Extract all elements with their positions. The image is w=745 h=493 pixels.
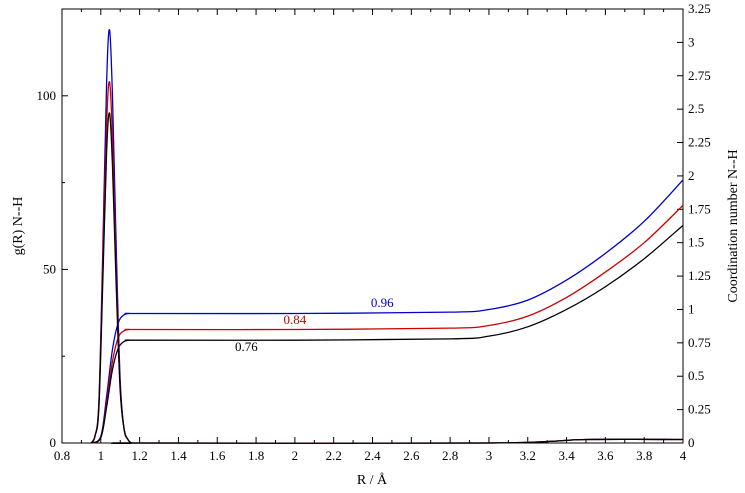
x-tick-label: 2.4 [364,448,381,463]
x-tick-label: 2 [292,448,299,463]
y-right-tick-label: 0 [688,435,695,450]
y-right-tick-label: 2 [688,168,695,183]
x-axis-title: R / Å [357,472,388,488]
cn-series-line-0.84 [90,204,684,444]
y-right-tick-label: 1.75 [688,201,711,216]
x-tick-label: 2.6 [403,448,420,463]
gr-series-line-1 [90,81,684,444]
x-tick-label: 2.8 [442,448,458,463]
annotations: 0.96 0.84 0.76 [235,295,394,354]
series-layer [90,29,684,444]
gr-series-line-0 [90,29,684,444]
y-right-tick-label: 0.75 [688,335,711,350]
y-right-tick-label: 0.25 [688,402,711,417]
plot-frame [61,8,684,444]
x-tick-label: 3.8 [636,448,652,463]
y-left-tick-label: 100 [37,88,57,103]
y-right-tick-label: 3 [688,34,695,49]
cn-series-line-0.76 [90,224,684,444]
y-right-tick-label: 2.25 [688,135,711,150]
x-tick-label: 3 [486,448,493,463]
x-tick-label: 2.2 [326,448,342,463]
y-right-tick-label: 3.25 [688,1,711,16]
series-annotation: 0.84 [284,312,307,327]
y-axis-left-title: g(R) N--H [11,197,26,256]
cn-series-line-0.96 [90,179,684,444]
x-tick-label: 1.8 [248,448,264,463]
x-tick-label: 3.6 [597,448,614,463]
x-tick-label: 3.4 [558,448,575,463]
y-right-tick-label: 2.75 [688,68,711,83]
y-right-tick-label: 1 [688,301,695,316]
y-right-tick-label: 1.5 [688,235,704,250]
x-tick-label: 4 [680,448,687,463]
y-left-tick-label: 50 [43,261,56,276]
x-tick-label: 1.4 [170,448,187,463]
axes: 0.8 1 1.2 1.4 1.6 1.8 2 2.2 2.4 2.6 2.8 3 3.2 3.4 3.6 3… [37,1,711,463]
y-right-tick-label: 2.5 [688,101,704,116]
x-tick-label: 1 [98,448,105,463]
y-right-tick-label: 0.5 [688,368,704,383]
x-tick-label: 1.2 [132,448,148,463]
x-tick-label: 1.6 [209,448,226,463]
y-right-tick-label: 1.25 [688,268,711,283]
gr-series-line-2 [90,112,684,444]
x-tick-label: 3.2 [520,448,536,463]
y-axis-right-title: Coordination number N--H [726,149,741,302]
series-annotation: 0.76 [235,339,258,354]
y-left-tick-label: 0 [50,435,57,450]
series-annotation: 0.96 [371,295,394,310]
x-tick-label: 0.8 [54,448,70,463]
